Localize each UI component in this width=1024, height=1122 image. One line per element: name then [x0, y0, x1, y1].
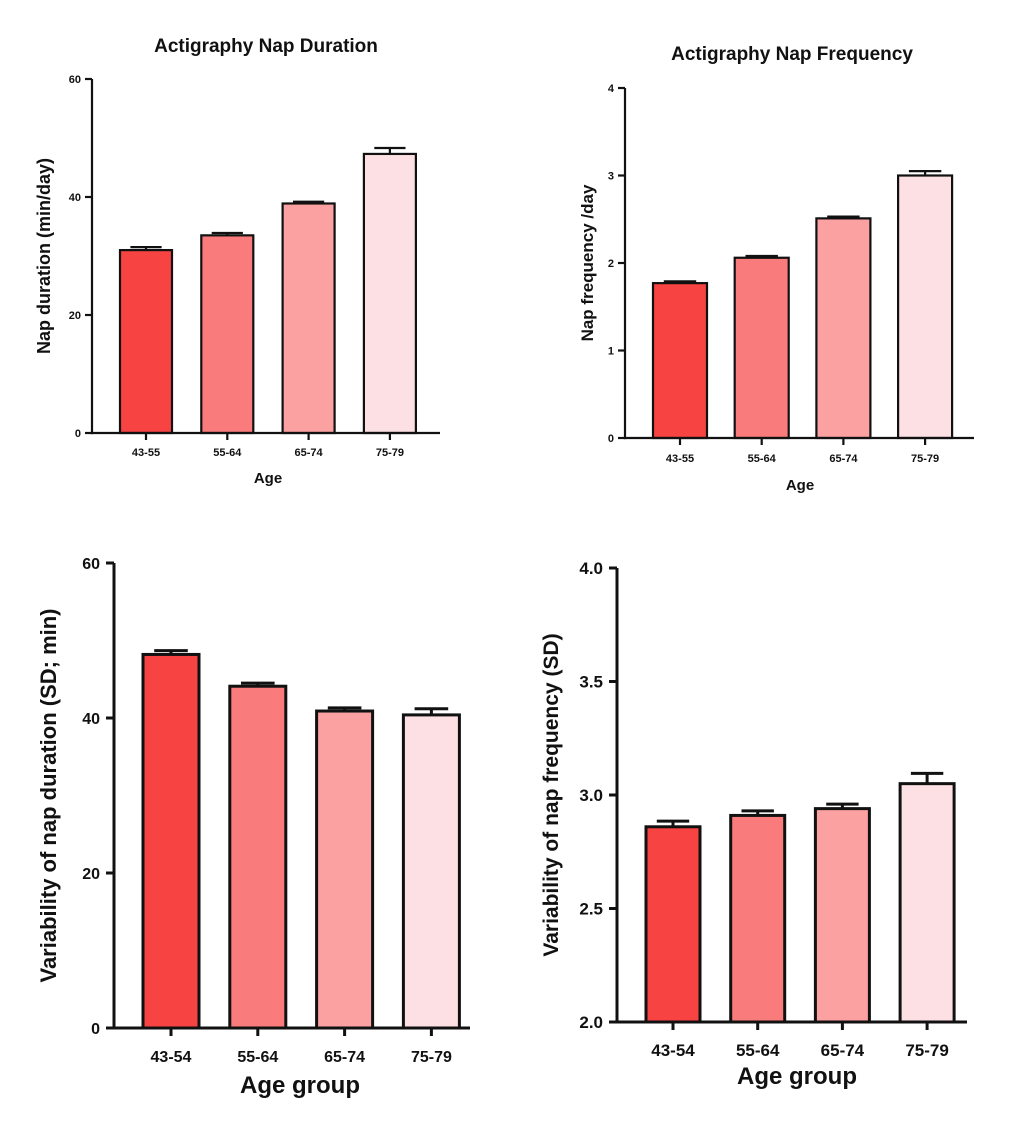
chart-3-bar-43-54 — [141, 652, 201, 1030]
chart-4-bar-65-74 — [813, 807, 871, 1024]
chart-4-xtick-label-55-64: 55-64 — [736, 1041, 780, 1060]
chart-4-bar-75-79 — [898, 782, 956, 1024]
chart-2-y-axis-label: Nap frequency /day — [578, 184, 597, 341]
chart-2-xtick-label-55-64: 55-64 — [748, 453, 777, 465]
chart-4-ytick-label-3.5: 3.5 — [579, 673, 603, 692]
chart-3-bar-55-64 — [228, 684, 288, 1030]
chart-2-xtick-label-43-55: 43-55 — [666, 453, 694, 465]
chart-1-bar-55-64 — [200, 234, 255, 435]
chart-1-ytick-label-60: 60 — [69, 74, 81, 86]
chart-3-ytick-label-60: 60 — [82, 556, 100, 573]
chart-1-bar-43-55 — [118, 249, 174, 435]
chart-2-bar-43-55 — [651, 282, 709, 440]
chart-2-ytick-label-3: 3 — [608, 170, 614, 182]
chart-1-bar-75-79 — [362, 152, 417, 435]
chart-1-xtick-label-75-79: 75-79 — [376, 447, 404, 459]
chart-4-ytick-label-2.5: 2.5 — [579, 900, 603, 919]
chart-1-ytick-label-40: 40 — [69, 192, 81, 204]
chart-3-x-axis-label: Age group — [240, 1072, 360, 1099]
chart-4-x-axis-label: Age group — [737, 1063, 857, 1090]
chart-2-ytick-label-2: 2 — [608, 258, 614, 270]
chart-1-xtick-label-65-74: 65-74 — [295, 447, 324, 459]
chart-1-bar-65-74 — [281, 202, 336, 435]
chart-2-ytick-label-1: 1 — [608, 345, 614, 357]
chart-2-bar-75-79 — [896, 174, 954, 440]
chart-1-y-axis-label: Nap duration (min/day) — [34, 158, 54, 354]
chart-2-ytick-label-0: 0 — [608, 433, 614, 445]
chart-4-xtick-label-65-74: 65-74 — [821, 1041, 865, 1060]
chart-4-ytick-label-2.0: 2.0 — [579, 1013, 603, 1032]
chart-2-bar-55-64 — [733, 256, 790, 440]
chart-4-ytick-label-4.0: 4.0 — [579, 559, 603, 578]
chart-4-bar-55-64 — [729, 813, 787, 1024]
chart-4-ytick-label-3.0: 3.0 — [579, 786, 603, 805]
chart-1-ytick-label-20: 20 — [69, 310, 81, 322]
chart-2-xtick-label-65-74: 65-74 — [829, 453, 858, 465]
chart-3-ytick-label-20: 20 — [82, 866, 100, 883]
chart-3-ytick-label-0: 0 — [91, 1021, 100, 1038]
chart-3-xtick-label-65-74: 65-74 — [324, 1049, 365, 1066]
chart-1-xtick-label-55-64: 55-64 — [213, 447, 242, 459]
chart-1-ytick-label-0: 0 — [75, 428, 81, 440]
chart-2-x-axis-label: Age — [786, 477, 814, 494]
chart-1-xtick-label-43-55: 43-55 — [132, 447, 160, 459]
chart-3-xtick-label-75-79: 75-79 — [411, 1049, 452, 1066]
chart-2-bar-65-74 — [815, 217, 872, 440]
chart-2-ytick-label-4: 4 — [608, 83, 615, 95]
chart-4-y-axis-label: Variability of nap frequency (SD) — [540, 633, 563, 956]
chart-4-bar-43-54 — [644, 825, 702, 1024]
chart-4-xtick-label-43-54: 43-54 — [651, 1041, 695, 1060]
chart-1-x-axis-label: Age — [254, 470, 282, 487]
chart-3-ytick-label-40: 40 — [82, 711, 100, 728]
chart-3-bar-75-79 — [401, 713, 461, 1030]
chart-2-xtick-label-75-79: 75-79 — [911, 453, 939, 465]
chart-4-xtick-label-75-79: 75-79 — [905, 1041, 948, 1060]
chart-1-title: Actigraphy Nap Duration — [154, 36, 378, 57]
chart-3-xtick-label-55-64: 55-64 — [237, 1049, 278, 1066]
chart-3-xtick-label-43-54: 43-54 — [151, 1049, 192, 1066]
chart-3-bar-65-74 — [315, 709, 375, 1030]
chart-2-title: Actigraphy Nap Frequency — [671, 44, 913, 65]
chart-3-y-axis-label: Variability of nap duration (SD; min) — [36, 608, 61, 982]
